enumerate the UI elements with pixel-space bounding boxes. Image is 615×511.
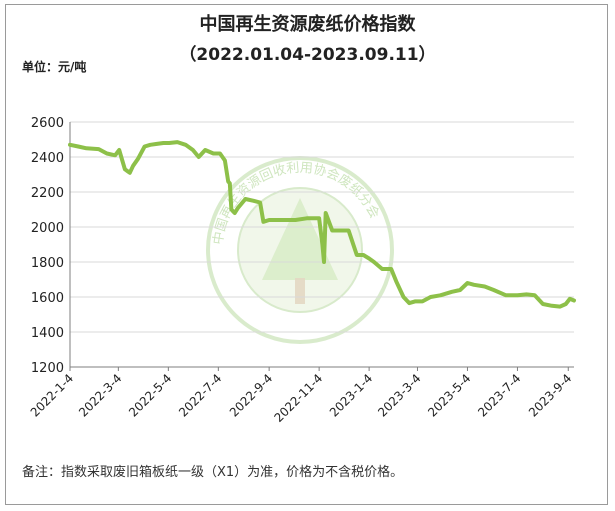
watermark-tree <box>262 198 338 280</box>
axes <box>69 122 574 368</box>
x-tick-label: 2022-3-4 <box>76 371 124 419</box>
y-tick-label: 2000 <box>31 221 64 236</box>
chart-title: 中国再生资源废纸价格指数 <box>199 14 416 35</box>
x-tick-label: 2023-5-4 <box>425 371 473 419</box>
x-tick-label: 2022-5-4 <box>126 371 174 419</box>
unit-label: 单位：元/吨 <box>22 60 87 74</box>
y-tick-label: 1200 <box>31 361 64 376</box>
footnote: 备注：指数采取废旧箱板纸一级（X1）为准，价格为不含税价格。 <box>22 465 404 480</box>
x-tick-labels: 2022-1-4 2022-3-4 2022-5-4 2022-7-4 2022-9-4… <box>28 367 574 425</box>
association-watermark-logo: 中国再生资源回收利用协会废纸分会 <box>206 156 394 344</box>
y-tick-label: 2400 <box>31 151 64 166</box>
x-tick-label: 2023-3-4 <box>375 371 423 419</box>
y-tick-labels: 1200 1400 1600 1800 2000 2200 2400 2600 <box>31 116 64 376</box>
x-tick-label: 2022-1-4 <box>28 371 76 419</box>
series-line-0 <box>68 140 576 309</box>
y-tick-label: 2600 <box>31 116 64 131</box>
x-tick-label: 2023-9-4 <box>526 371 574 419</box>
series <box>68 140 576 309</box>
x-tick-label: 2022-11-4 <box>271 371 325 425</box>
x-tick-label: 2022-9-4 <box>227 371 275 419</box>
y-tick-label: 1600 <box>31 291 64 306</box>
x-tick-label: 2023-1-4 <box>327 371 375 419</box>
chart-subtitle: （2022.01.04-2023.09.11） <box>179 45 436 65</box>
x-tick-label: 2023-7-4 <box>475 371 523 419</box>
y-tick-label: 2200 <box>31 186 64 201</box>
watermark-ring <box>206 156 394 344</box>
y-tick-label: 1800 <box>31 256 64 271</box>
watermark-trunk <box>295 278 305 304</box>
y-tick-label: 1400 <box>31 326 64 341</box>
x-tick-label: 2022-7-4 <box>176 371 224 419</box>
